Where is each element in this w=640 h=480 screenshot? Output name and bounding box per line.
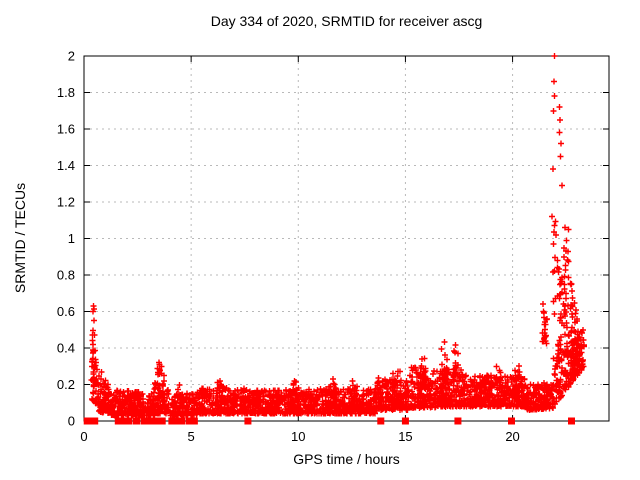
y-tick-label: 0.6 <box>57 304 75 319</box>
x-tick-label: 10 <box>291 429 305 444</box>
y-tick-label: 1 <box>68 231 75 246</box>
zero-value-marker <box>158 417 166 425</box>
y-tick-label: 1.2 <box>57 195 75 210</box>
x-tick-label: 0 <box>80 429 87 444</box>
zero-value-marker <box>401 417 409 425</box>
y-tick-label: 1.8 <box>57 85 75 100</box>
chart-title: Day 334 of 2020, SRMTID for receiver asc… <box>210 13 483 29</box>
zero-value-marker <box>119 417 127 425</box>
x-tick-label: 15 <box>398 429 412 444</box>
x-tick-label: 5 <box>188 429 195 444</box>
zero-value-marker <box>454 417 462 425</box>
y-tick-label: 1.6 <box>57 122 75 137</box>
zero-value-marker <box>568 417 575 425</box>
zero-value-marker <box>185 417 193 425</box>
zero-value-marker <box>125 417 133 425</box>
zero-value-marker <box>133 417 140 425</box>
zero-value-marker <box>244 417 252 425</box>
scatter-points <box>88 53 587 419</box>
zero-value-marker <box>377 417 385 425</box>
y-tick-label: 0.8 <box>57 268 75 283</box>
y-tick-label: 0.4 <box>57 341 75 356</box>
zero-value-marker <box>114 417 122 425</box>
zero-value-marker <box>140 417 148 425</box>
zero-value-marker <box>146 417 154 425</box>
y-tick-label: 0 <box>68 414 75 429</box>
y-tick-label: 1.4 <box>57 158 75 173</box>
zero-value-marker <box>178 417 185 425</box>
zero-value-marker <box>153 417 161 425</box>
zero-value-marker <box>190 417 198 425</box>
y-tick-label: 2 <box>68 49 75 64</box>
zero-value-marker <box>508 417 515 425</box>
zero-value-marker <box>91 417 99 425</box>
x-axis-label: GPS time / hours <box>293 451 400 467</box>
y-tick-label: 0.2 <box>57 377 75 392</box>
x-tick-label: 20 <box>505 429 519 444</box>
